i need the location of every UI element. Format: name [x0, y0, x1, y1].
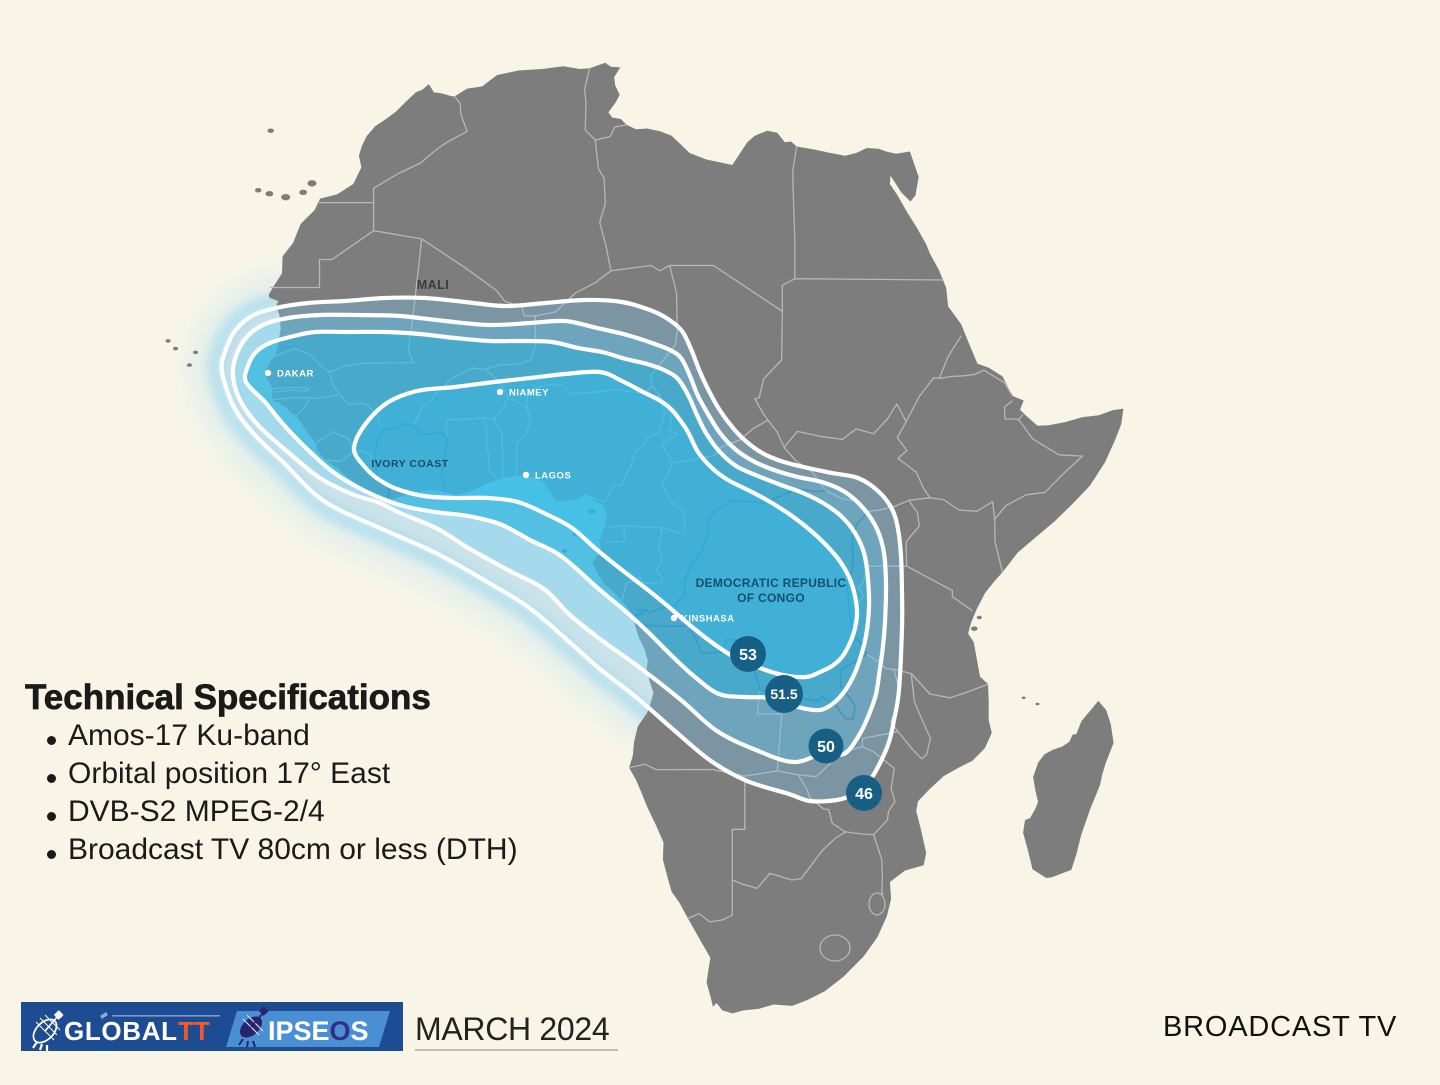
svg-text:51.5: 51.5 [770, 686, 797, 702]
svg-text:IPSEOS: IPSEOS [268, 1016, 369, 1046]
svg-text:DAKAR: DAKAR [277, 369, 314, 380]
svg-text:GLOBAL: GLOBAL [64, 1016, 177, 1046]
svg-text:DEMOCRATIC REPUBLIC: DEMOCRATIC REPUBLIC [696, 576, 847, 590]
svg-text:OF CONGO: OF CONGO [737, 591, 805, 605]
svg-text:LAGOS: LAGOS [535, 471, 571, 482]
svg-text:KINSHASA: KINSHASA [681, 614, 735, 625]
svg-text:46: 46 [855, 786, 873, 803]
svg-text:NIAMEY: NIAMEY [509, 388, 549, 399]
svg-text:TT: TT [178, 1016, 210, 1046]
svg-text:53: 53 [739, 647, 757, 664]
svg-text:IVORY COAST: IVORY COAST [371, 458, 448, 470]
svg-text:50: 50 [817, 739, 835, 756]
svg-text:MALI: MALI [417, 278, 450, 292]
